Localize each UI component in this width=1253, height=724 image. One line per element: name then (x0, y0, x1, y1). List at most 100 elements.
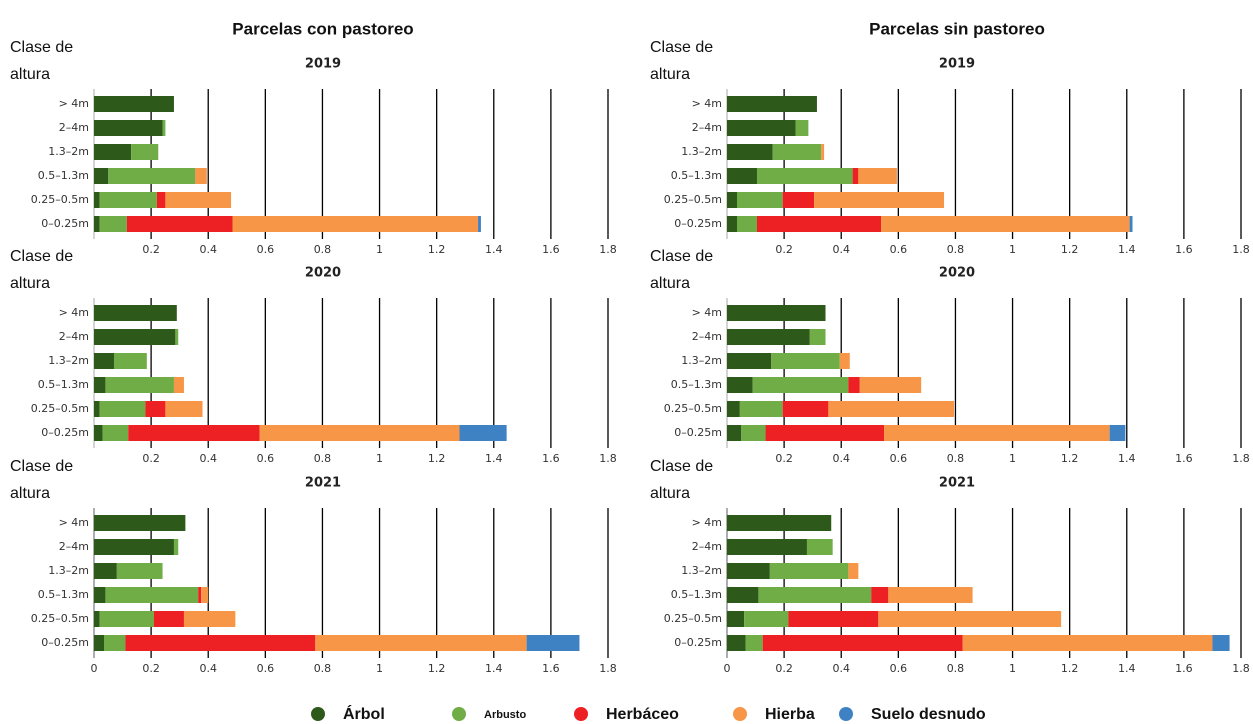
bar-segment (727, 216, 737, 232)
bar-segment (756, 216, 882, 232)
bar-segment (884, 425, 1110, 441)
bar-segment (756, 168, 853, 184)
bar-segment (736, 216, 757, 232)
y-tick-label: 1.3–2m (681, 145, 722, 158)
x-tick-label: 1.2 (1061, 243, 1079, 256)
bar-segment (478, 216, 481, 232)
bar-segment (806, 539, 833, 555)
bar-segment (94, 515, 186, 531)
bar-segment (126, 216, 233, 232)
bar-segment (94, 144, 132, 160)
x-tick-label: 1.2 (1061, 452, 1079, 465)
x-tick-label: 0.2 (775, 662, 793, 675)
bar-segment (744, 611, 789, 627)
x-tick-label: 1 (1009, 662, 1016, 675)
x-tick-label: 0.8 (314, 452, 332, 465)
bar-segment (795, 120, 809, 136)
x-tick-label: 0.2 (775, 452, 793, 465)
bar-segment (165, 401, 203, 417)
y-tick-label: 0.5–1.3m (38, 588, 89, 601)
x-tick-label: 1.6 (542, 243, 560, 256)
bar-segment (741, 425, 766, 441)
y-tick-label: > 4m (692, 97, 722, 110)
x-tick-label: 1.8 (599, 662, 617, 675)
bar-segment (762, 635, 963, 651)
x-tick-label: 1.6 (542, 662, 560, 675)
x-tick-label: 0.4 (199, 452, 217, 465)
x-tick-label: 1.4 (1118, 662, 1136, 675)
y-tick-label: 2–4m (692, 121, 722, 134)
x-tick-label: 1.6 (1175, 452, 1193, 465)
x-tick-label: 1.8 (1232, 452, 1250, 465)
bar-segment (526, 635, 580, 651)
bar-segment (782, 192, 815, 208)
x-tick-label: 1.2 (1061, 662, 1079, 675)
year-title: 2019 (305, 57, 341, 72)
x-tick-label: 0.2 (775, 243, 793, 256)
bar-segment (848, 563, 859, 579)
bar-segment (125, 635, 316, 651)
bar-segment (772, 144, 822, 160)
bar-segment (727, 587, 759, 603)
y-axis-label: Clase de altura (650, 248, 713, 292)
bar-segment (128, 425, 260, 441)
bar-segment (727, 377, 753, 393)
bar-segment (727, 329, 810, 345)
bar-segment (839, 353, 850, 369)
bar-segment (156, 192, 166, 208)
bar-segment (116, 563, 163, 579)
bar-segment (727, 611, 745, 627)
bar-segment (315, 635, 527, 651)
bar-segment (727, 192, 737, 208)
bar-segment (105, 587, 199, 603)
y-tick-label: 0.25–0.5m (31, 402, 89, 415)
y-tick-label: 0–0.25m (41, 217, 89, 230)
year-title: 2020 (305, 266, 341, 281)
bar-segment (94, 611, 100, 627)
x-tick-label: 1.4 (1118, 243, 1136, 256)
y-tick-label: 1.3–2m (681, 564, 722, 577)
x-tick-label: 1 (376, 243, 383, 256)
y-tick-label: > 4m (59, 97, 89, 110)
x-tick-label: 0.8 (947, 662, 965, 675)
x-tick-label: 1.4 (1118, 452, 1136, 465)
y-tick-label: 2–4m (692, 540, 722, 553)
y-tick-label: 2–4m (692, 330, 722, 343)
x-tick-label: 1.4 (485, 452, 503, 465)
x-tick-label: 0.6 (890, 662, 908, 675)
bar-segment (173, 377, 184, 393)
bar-segment (232, 216, 479, 232)
y-tick-label: 0.5–1.3m (671, 169, 722, 182)
bar-segment (183, 611, 236, 627)
bar-segment (848, 377, 860, 393)
x-tick-label: 1.6 (1175, 243, 1193, 256)
bar-segment (105, 377, 174, 393)
bar-segment (962, 635, 1213, 651)
bar-segment (94, 120, 163, 136)
bar-segment (173, 539, 179, 555)
y-tick-label: > 4m (59, 516, 89, 529)
x-tick-label: 0.2 (142, 452, 160, 465)
bar-segment (788, 611, 879, 627)
bar-segment (727, 515, 832, 531)
bar-segment (198, 587, 202, 603)
bar-segment (99, 192, 157, 208)
bar-segment (878, 611, 1062, 627)
bar-segment (94, 216, 100, 232)
x-tick-label: 0.4 (199, 662, 217, 675)
y-tick-label: 0.5–1.3m (671, 378, 722, 391)
y-tick-label: 0.5–1.3m (38, 169, 89, 182)
bar-segment (259, 425, 460, 441)
x-tick-label: 0.6 (257, 662, 275, 675)
bar-segment (102, 425, 129, 441)
y-tick-label: 1.3–2m (48, 354, 89, 367)
bar-segment (1109, 425, 1126, 441)
bar-segment (752, 377, 849, 393)
legend-label: Herbáceo (606, 706, 679, 723)
y-tick-label: 0–0.25m (674, 636, 722, 649)
bar-segment (94, 377, 106, 393)
y-tick-label: 2–4m (59, 121, 89, 134)
x-tick-label: 0.4 (832, 662, 850, 675)
bar-segment (162, 120, 166, 136)
